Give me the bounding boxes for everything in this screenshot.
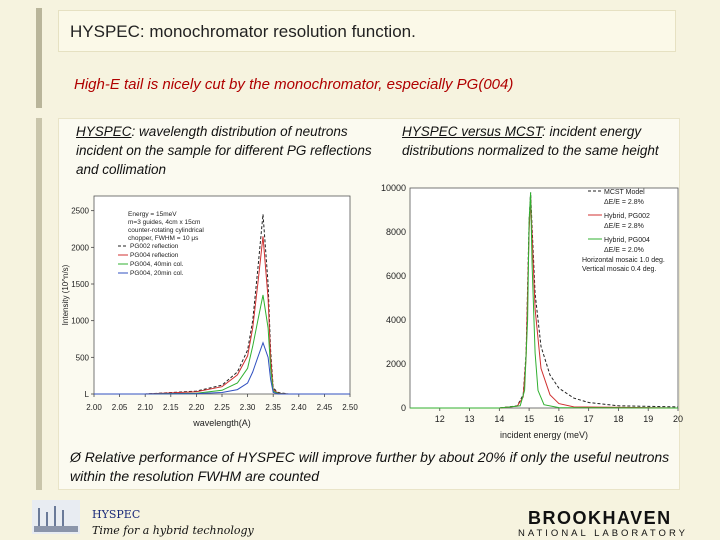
x-tick-label: 18 bbox=[613, 414, 623, 424]
left-caption-underlined: HYSPEC bbox=[76, 124, 132, 139]
brookhaven-logo-text: BROOKHAVEN bbox=[528, 508, 672, 528]
x-tick-label: 2.00 bbox=[86, 403, 102, 412]
left-caption: HYSPEC: wavelength distribution of neutr… bbox=[76, 122, 376, 179]
wavelength-distribution-chart: 2.00 2.05 2.10 2.15 2.20 2.25 2.30 2.35 2.40 2.45… bbox=[61, 195, 358, 428]
x-tick-label: 2.20 bbox=[189, 403, 205, 412]
y-tick-label: 10000 bbox=[381, 183, 406, 193]
legend-note: Horizontal mosaic 1.0 deg. bbox=[582, 257, 665, 264]
series-line bbox=[410, 192, 679, 409]
legend-note: counter-rotating cylindrical bbox=[128, 227, 204, 234]
y-tick-label: 0 bbox=[401, 403, 406, 413]
legend-note: ΔE/E = 2.8% bbox=[604, 199, 644, 206]
y-tick-label: 2500 bbox=[71, 207, 89, 216]
legend-entry: PG002 reflection bbox=[130, 243, 179, 250]
right-caption-underlined: HYSPEC versus MCST bbox=[402, 124, 543, 139]
legend-entry: Hybrid, PG004 bbox=[604, 237, 650, 244]
legend: MCST Model Hybrid, PG002 Hybrid, PG004 ΔE/E… bbox=[582, 189, 665, 273]
legend-note: m=3 guides, 4cm x 15cm bbox=[128, 219, 200, 226]
plot-area bbox=[93, 195, 351, 395]
right-caption: HYSPEC versus MCST: incident energy dist… bbox=[402, 122, 680, 160]
y-axis-label: Intensity (10^n/s) bbox=[61, 264, 70, 325]
x-tick-label: 2.40 bbox=[291, 403, 307, 412]
y-tick-label: 500 bbox=[76, 353, 90, 362]
x-tick-label: 2.35 bbox=[265, 403, 281, 412]
y-tick-label: 8000 bbox=[386, 227, 406, 237]
slide-title: HYSPEC: monochromator resolution functio… bbox=[70, 22, 416, 41]
footer-tagline: Time for a hybrid technology bbox=[92, 524, 254, 537]
left-accent-bar-lower bbox=[36, 118, 42, 490]
slide-subtitle: High-E tail is nicely cut by the monochr… bbox=[74, 76, 514, 93]
y-tick-label: 1500 bbox=[71, 280, 89, 289]
x-tick-label: 20 bbox=[673, 414, 683, 424]
hyspec-logo-icon bbox=[32, 500, 80, 534]
series-line bbox=[94, 294, 350, 395]
legend-entry: MCST Model bbox=[604, 189, 645, 196]
y-tick-label: 4000 bbox=[386, 315, 406, 325]
x-tick-label: 14 bbox=[494, 414, 504, 424]
series-line bbox=[94, 214, 350, 395]
legend-entry: Hybrid, PG002 bbox=[604, 213, 650, 220]
x-tick-label: 2.15 bbox=[163, 403, 179, 412]
x-tick-label: 13 bbox=[465, 414, 475, 424]
x-tick-label: 17 bbox=[584, 414, 594, 424]
x-tick-label: 2.30 bbox=[240, 403, 256, 412]
legend-entry: PG004, 20min col. bbox=[130, 270, 184, 277]
x-tick-label: 19 bbox=[643, 414, 653, 424]
plot-area bbox=[409, 187, 679, 409]
x-tick-label: 2.05 bbox=[112, 403, 128, 412]
legend-entry: PG004, 40min col. bbox=[130, 261, 184, 268]
y-tick-label: 2000 bbox=[386, 359, 406, 369]
series-line bbox=[94, 341, 350, 395]
legend-note: Vertical mosaic 0.4 deg. bbox=[582, 266, 656, 273]
title-box bbox=[58, 10, 676, 52]
legend-entry: PG004 reflection bbox=[130, 252, 179, 259]
y-tick-label: L bbox=[85, 390, 90, 399]
series-line bbox=[94, 236, 350, 395]
left-caption-text: : wavelength distribution of neutrons in… bbox=[76, 124, 372, 177]
legend-note: ΔE/E = 2.0% bbox=[604, 247, 644, 254]
legend-note: chopper, FWHM = 10 μs bbox=[128, 235, 199, 242]
x-tick-label: 16 bbox=[554, 414, 564, 424]
x-tick-label: 2.10 bbox=[137, 403, 153, 412]
national-laboratory-text: NATIONAL LABORATORY bbox=[518, 528, 688, 539]
legend-note: ΔE/E = 2.8% bbox=[604, 223, 644, 230]
x-tick-label: 12 bbox=[435, 414, 445, 424]
x-axis-label: incident energy (meV) bbox=[500, 430, 588, 440]
incident-energy-chart: 12 13 14 15 16 17 18 19 20 0 2000 4000 6000 8000 10000… bbox=[381, 183, 683, 440]
right-caption-text: : incident energy distributions normaliz… bbox=[402, 124, 659, 158]
left-accent-bar bbox=[36, 8, 42, 108]
y-tick-label: 6000 bbox=[386, 271, 406, 281]
y-tick-label: 1000 bbox=[71, 317, 89, 326]
performance-note: Ø Relative performance of HYSPEC will im… bbox=[70, 449, 670, 484]
y-tick-label: 2000 bbox=[71, 243, 89, 252]
x-axis-label: wavelength(A) bbox=[192, 418, 251, 428]
footer-name: HYSPEC bbox=[92, 508, 141, 521]
x-tick-label: 2.45 bbox=[317, 403, 333, 412]
x-tick-label: 15 bbox=[524, 414, 534, 424]
legend-note: Energy = 15meV bbox=[128, 211, 177, 218]
x-tick-label: 2.25 bbox=[214, 403, 230, 412]
x-tick-label: 2.50 bbox=[342, 403, 358, 412]
